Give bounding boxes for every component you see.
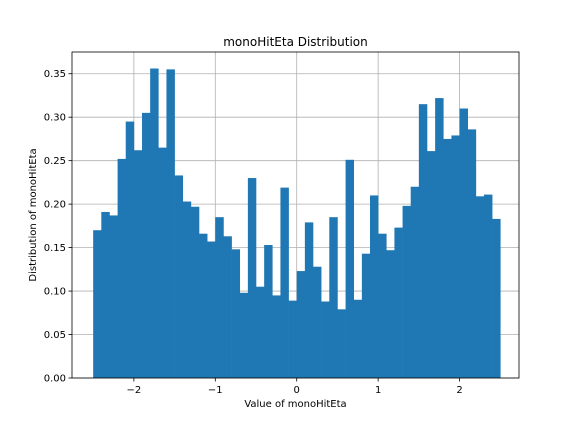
histogram-bar [304,222,314,378]
x-tick-label: −2 [127,385,142,396]
histogram-bar [199,233,208,378]
chart-title: monoHitEta Distribution [223,35,368,49]
histogram-bar [190,206,200,378]
y-tick-label: 0.00 [44,374,66,385]
histogram-bar [370,195,379,378]
histogram-bar [394,227,403,378]
x-tick-label: 1 [375,385,381,396]
x-tick-label: 2 [456,385,462,396]
histogram-bar [150,68,159,378]
y-tick-label: 0.30 [44,113,66,124]
histogram-bar [166,69,175,379]
histogram-bar [435,98,444,378]
histogram-bar [426,151,436,378]
histogram-bar [467,129,477,378]
histogram-bar [174,175,184,378]
x-tick-label: 0 [294,385,300,396]
histogram-bar [361,253,371,378]
histogram-bar [239,292,249,378]
histogram-bar [133,150,143,378]
histogram-bar [443,138,452,378]
histogram-bar [223,236,232,378]
histogram-bar [378,233,387,378]
histogram-bar [402,205,412,378]
axis-ticks: −2 −1 0 1 2 0.00 0.05 0.10 0.15 0.20 0.25 0.30 0.35 [44,69,463,396]
histogram-bar [256,286,265,378]
histogram-bar [483,194,493,378]
histogram-bar [337,309,346,378]
histogram-bar [321,301,330,378]
x-tick-label: −1 [208,385,223,396]
y-tick-label: 0.05 [44,330,66,341]
histogram-bar [215,217,224,378]
histogram-bar [353,299,363,378]
histogram-bar [231,249,241,378]
y-tick-label: 0.15 [44,243,66,254]
y-axis-label: Distribution of monoHitEta [28,148,39,281]
histogram-bar [386,250,395,378]
histogram-bar [264,244,273,378]
histogram-bar [93,230,102,378]
y-tick-label: 0.20 [44,200,66,211]
y-tick-label: 0.25 [44,156,66,167]
histogram-bar [451,135,460,378]
histogram-bar [410,186,420,378]
histogram-bar [272,295,281,378]
histogram-bar [492,218,501,378]
histogram-bar [182,201,192,378]
histogram-bar [418,104,428,378]
y-tick-label: 0.10 [44,287,66,298]
histogram-bar [101,211,110,378]
histogram-bar [109,215,118,378]
histogram-bar [247,178,257,378]
bars [93,68,501,379]
histogram-bar [117,158,127,378]
histogram-bar [313,266,322,378]
histogram-bar [142,112,151,378]
histogram-bar [296,271,306,378]
plot-frame [71,51,520,379]
histogram-bar [158,147,167,378]
histogram-bar [345,159,355,378]
histogram-bar [280,187,289,378]
histogram-bar [475,196,485,378]
histogram-bar [125,121,135,379]
histogram-bar [288,300,298,378]
histogram-bar [207,241,216,378]
histogram-bar [459,108,469,379]
y-tick-label: 0.35 [44,69,66,80]
histogram-bar [329,217,338,378]
x-axis-label: Value of monoHitEta [244,399,346,410]
